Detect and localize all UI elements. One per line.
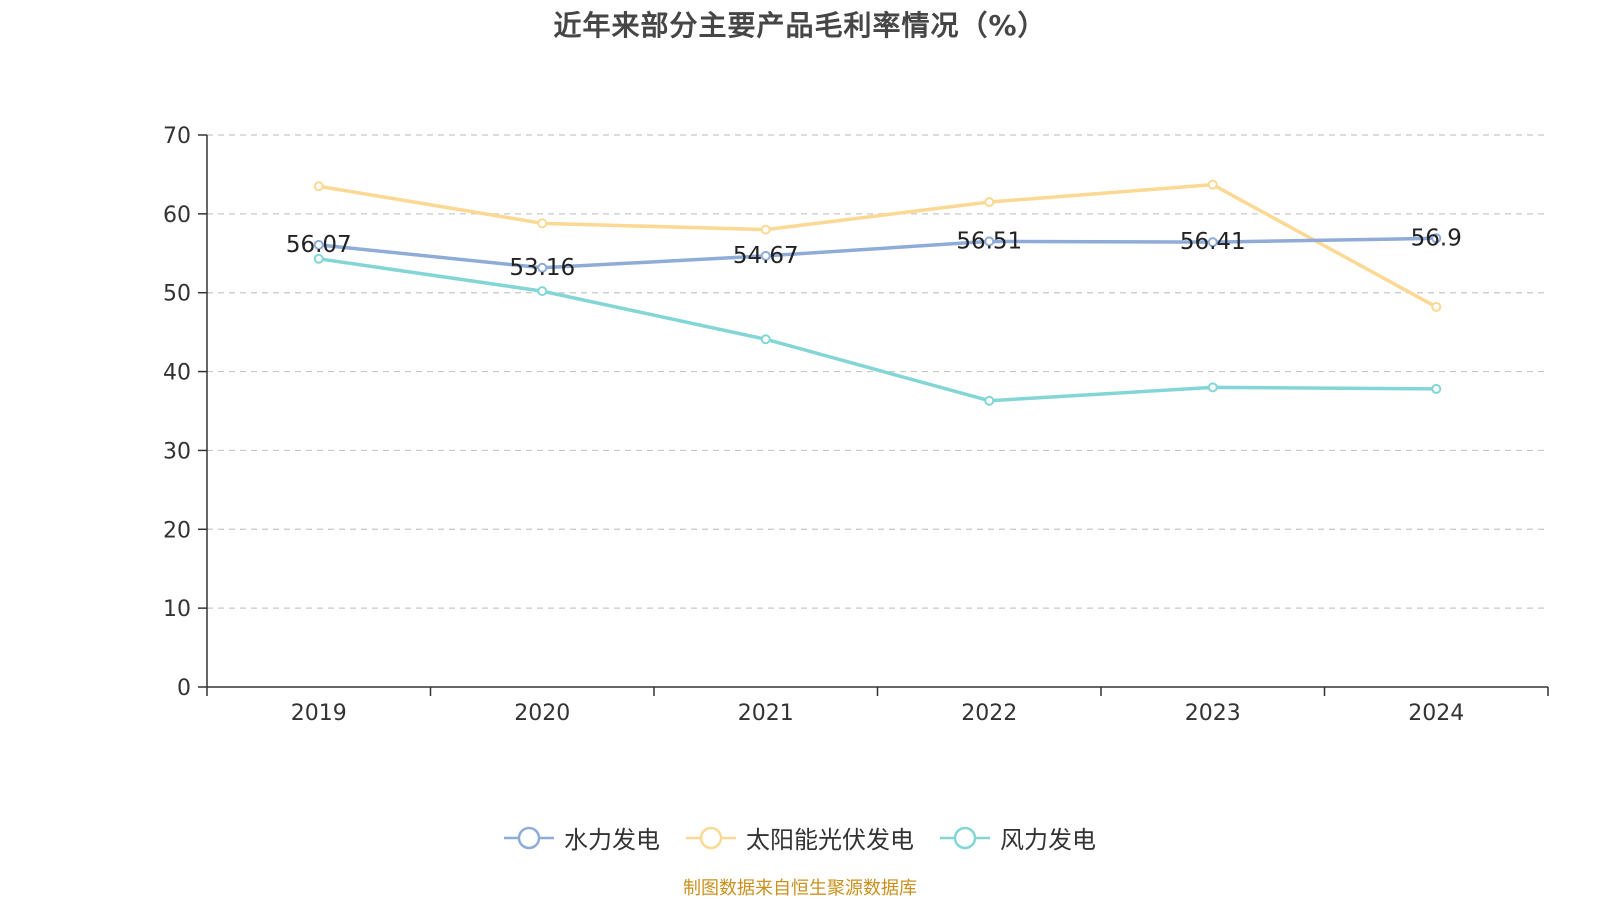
data-label: 53.16 bbox=[509, 255, 575, 281]
data-label: 56.07 bbox=[286, 232, 352, 258]
series-line-0 bbox=[317, 236, 1438, 270]
y-tick-label: 20 bbox=[163, 518, 191, 543]
legend-item-0[interactable]: 水力发电 bbox=[504, 820, 660, 855]
legend-label: 太阳能光伏发电 bbox=[746, 826, 914, 854]
data-point-2-1[interactable] bbox=[537, 286, 548, 297]
data-point-0-5[interactable] bbox=[1431, 233, 1442, 244]
x-tick-label: 2023 bbox=[1185, 701, 1241, 726]
data-point-1-1[interactable] bbox=[537, 218, 548, 229]
grid-lines bbox=[207, 134, 1548, 609]
x-tick-label: 2024 bbox=[1408, 701, 1464, 726]
y-tick-label: 40 bbox=[163, 361, 191, 386]
data-label: 56.41 bbox=[1180, 229, 1246, 255]
series-lines bbox=[313, 179, 1442, 406]
y-tick-label: 50 bbox=[163, 282, 191, 307]
data-point-0-1[interactable] bbox=[537, 262, 548, 273]
legend-item-2[interactable]: 风力发电 bbox=[940, 820, 1096, 855]
axes: 0 10 20 30 40 50 60 70 2019 2020 2021 2022 2023 2024 bbox=[163, 124, 1549, 726]
y-tick-label: 10 bbox=[163, 597, 191, 622]
x-tick-label: 2019 bbox=[291, 701, 347, 726]
data-label: 56.51 bbox=[956, 228, 1022, 254]
legend-line-circle-icon bbox=[686, 826, 736, 849]
data-point-2-3[interactable] bbox=[984, 395, 995, 406]
x-tick-label: 2021 bbox=[738, 701, 794, 726]
data-point-1-3[interactable] bbox=[984, 197, 995, 208]
legend-item-1[interactable]: 太阳能光伏发电 bbox=[686, 820, 914, 855]
data-point-0-4[interactable] bbox=[1207, 237, 1218, 248]
data-point-1-2[interactable] bbox=[760, 224, 771, 235]
x-tick-label: 2020 bbox=[514, 701, 570, 726]
data-label: 54.67 bbox=[733, 243, 799, 269]
y-tick-label: 0 bbox=[177, 676, 191, 701]
y-tick-label: 70 bbox=[163, 124, 191, 149]
legend-line-circle-icon bbox=[940, 826, 990, 849]
y-tick-label: 30 bbox=[163, 439, 191, 464]
data-point-0-3[interactable] bbox=[984, 236, 995, 247]
y-tick-label: 60 bbox=[163, 203, 191, 228]
data-point-0-2[interactable] bbox=[760, 250, 771, 261]
legend-label: 水力发电 bbox=[564, 826, 660, 854]
data-point-2-5[interactable] bbox=[1431, 383, 1442, 394]
data-point-2-2[interactable] bbox=[760, 334, 771, 345]
legend: 水力发电 太阳能光伏发电 风力发电 bbox=[0, 820, 1600, 855]
data-point-1-5[interactable] bbox=[1431, 301, 1442, 312]
x-tick-label: 2022 bbox=[961, 701, 1017, 726]
data-point-2-4[interactable] bbox=[1207, 382, 1218, 393]
series-line-1 bbox=[317, 182, 1438, 309]
data-point-0-0[interactable] bbox=[313, 239, 324, 250]
data-point-2-0[interactable] bbox=[313, 253, 324, 264]
series-line-2 bbox=[317, 257, 1438, 403]
data-labels: 56.07 53.16 54.67 56.51 56.41 56.9 bbox=[286, 225, 1462, 280]
source-note: 制图数据来自恒生聚源数据库 bbox=[683, 878, 917, 899]
data-point-1-4[interactable] bbox=[1207, 179, 1218, 190]
chart-title: 近年来部分主要产品毛利率情况（%） bbox=[553, 9, 1047, 42]
data-point-1-0[interactable] bbox=[313, 181, 324, 192]
data-label: 56.9 bbox=[1411, 225, 1462, 251]
legend-label: 风力发电 bbox=[1000, 826, 1096, 854]
legend-line-circle-icon bbox=[504, 826, 554, 849]
